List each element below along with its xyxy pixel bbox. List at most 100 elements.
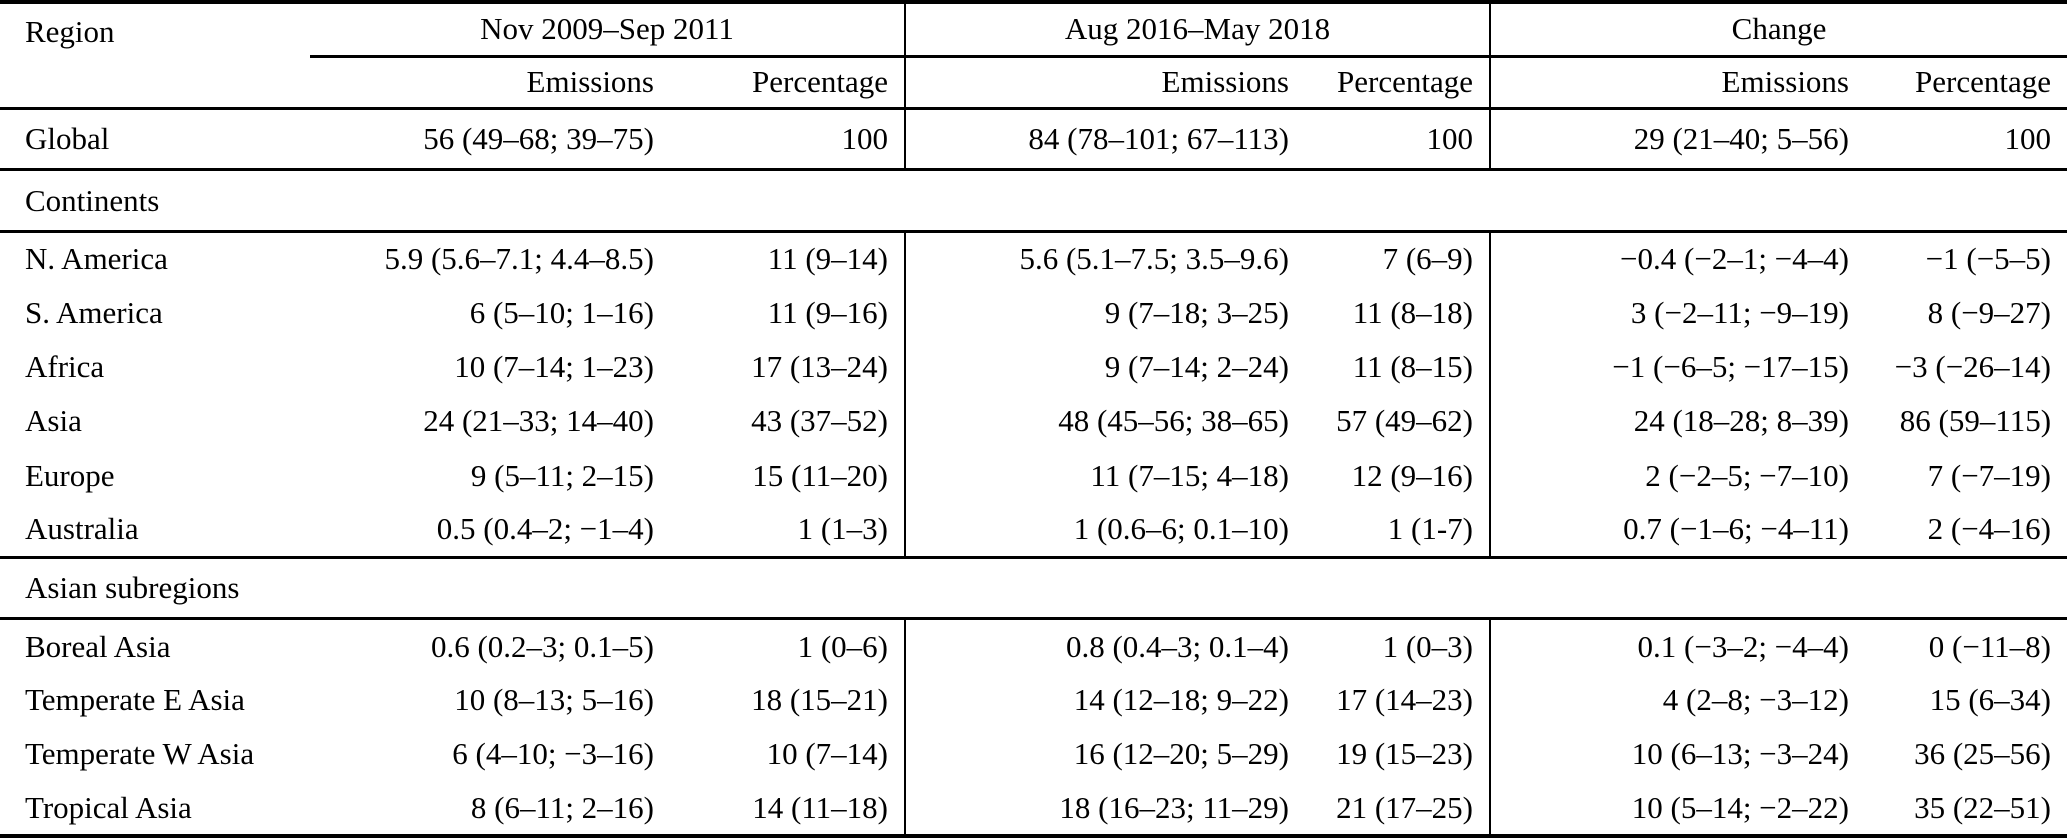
cell-percentage-3: 36 (25–56) bbox=[1914, 736, 2052, 772]
cell-percentage-3: 2 (−4–16) bbox=[1865, 502, 2067, 559]
row-label: Europe bbox=[25, 457, 115, 493]
section-label: Asian subregions bbox=[0, 557, 2067, 621]
cell-emissions-1: 5.9 (5.6–7.1; 4.4–8.5) bbox=[384, 241, 654, 277]
column-header-percentage-2: Percentage bbox=[1305, 56, 1490, 110]
cell-emissions-1: 0.6 (0.2–3; 0.1–5) bbox=[430, 628, 654, 664]
cell-emissions-1: 24 (21–33; 14–40) bbox=[423, 403, 654, 439]
column-header-emissions-1: Emissions bbox=[310, 56, 670, 110]
cell-emissions-1: 8 (6–11; 2–16) bbox=[470, 789, 654, 825]
row-label: Tropical Asia bbox=[25, 789, 192, 825]
cell-percentage-3: 100 bbox=[1865, 108, 2067, 172]
cell-percentage-3: 86 (59–115) bbox=[1899, 403, 2052, 439]
section-label: Continents bbox=[0, 169, 2067, 233]
table-row-temperate-e-asia: Temperate E Asia 10 (8–13; 5–16) 18 (15–… bbox=[0, 673, 2067, 728]
section-row-continents: Continents bbox=[0, 169, 2067, 233]
cell-emissions-2: 0.8 (0.4–3; 0.1–4) bbox=[904, 618, 1305, 674]
cell-percentage-3: 8 (−9–27) bbox=[1927, 294, 2052, 330]
cell-percentage-2: 17 (14–23) bbox=[1336, 682, 1473, 718]
column-header-region: Region bbox=[0, 2, 310, 110]
cell-percentage-2: 12 (9–16) bbox=[1351, 457, 1473, 493]
group-header-change: Change bbox=[1488, 2, 2067, 58]
row-label: Asia bbox=[25, 403, 82, 439]
cell-emissions-1: 10 (8–13; 5–16) bbox=[454, 682, 654, 718]
cell-emissions-3: 10 (5–14; −2–22) bbox=[1489, 781, 1865, 836]
table-row-n-america: N. America 5.9 (5.6–7.1; 4.4–8.5) 11 (9–… bbox=[0, 231, 2067, 286]
cell-emissions-1: 0.5 (0.4–2; −1–4) bbox=[310, 502, 670, 559]
cell-percentage-2: 21 (17–25) bbox=[1336, 789, 1473, 825]
cell-percentage-1: 100 bbox=[670, 108, 905, 172]
table-row-europe: Europe 9 (5–11; 2–15) 15 (11–20) 11 (7–1… bbox=[0, 448, 2067, 503]
cell-percentage-1: 11 (9–16) bbox=[767, 294, 888, 330]
cell-emissions-3: 24 (18–28; 8–39) bbox=[1489, 394, 1865, 449]
column-header-emissions-2: Emissions bbox=[904, 56, 1305, 110]
row-label: Temperate E Asia bbox=[25, 682, 245, 718]
table-row-asia: Asia 24 (21–33; 14–40) 43 (37–52) 48 (45… bbox=[0, 394, 2067, 449]
row-label: Africa bbox=[25, 349, 105, 385]
cell-emissions-3: −1 (−6–5; −17–15) bbox=[1489, 339, 1865, 395]
cell-emissions-1: 6 (5–10; 1–16) bbox=[469, 294, 654, 330]
header-row-groups: Region Nov 2009–Sep 2011 Aug 2016–May 20… bbox=[0, 2, 2067, 110]
cell-emissions-2: 18 (16–23; 11–29) bbox=[904, 781, 1305, 836]
cell-percentage-2: 57 (49–62) bbox=[1336, 403, 1473, 439]
cell-percentage-2: 100 bbox=[1305, 108, 1490, 172]
column-header-percentage-1: Percentage bbox=[670, 56, 905, 110]
cell-percentage-2: 1 (0–3) bbox=[1382, 628, 1473, 664]
cell-emissions-2: 16 (12–20; 5–29) bbox=[904, 727, 1305, 782]
row-label: S. America bbox=[25, 294, 163, 330]
cell-emissions-3: 2 (−2–5; −7–10) bbox=[1489, 448, 1865, 503]
cell-emissions-2: 1 (0.6–6; 0.1–10) bbox=[904, 502, 1305, 559]
row-label: Australia bbox=[0, 502, 310, 559]
cell-emissions-1: 6 (4–10; −3–16) bbox=[452, 736, 654, 772]
cell-percentage-2: 1 (1-7) bbox=[1305, 502, 1490, 559]
cell-percentage-3: −1 (−5–5) bbox=[1925, 241, 2052, 277]
cell-percentage-1: 1 (0–6) bbox=[797, 628, 888, 664]
cell-percentage-1: 10 (7–14) bbox=[766, 736, 888, 772]
cell-percentage-3: 0 (−11–8) bbox=[1928, 628, 2052, 664]
cell-emissions-1: 10 (7–14; 1–23) bbox=[454, 349, 654, 385]
column-header-percentage-3: Percentage bbox=[1865, 56, 2067, 110]
cell-emissions-1: 56 (49–68; 39–75) bbox=[310, 108, 670, 172]
table-row-boreal-asia: Boreal Asia 0.6 (0.2–3; 0.1–5) 1 (0–6) 0… bbox=[0, 618, 2067, 674]
cell-percentage-2: 7 (6–9) bbox=[1382, 241, 1473, 277]
cell-percentage-3: 15 (6–34) bbox=[1929, 682, 2052, 718]
cell-emissions-2: 14 (12–18; 9–22) bbox=[904, 673, 1305, 728]
cell-emissions-3: −0.4 (−2–1; −4–4) bbox=[1489, 231, 1865, 286]
cell-percentage-1: 18 (15–21) bbox=[751, 682, 888, 718]
cell-emissions-3: 0.1 (−3–2; −4–4) bbox=[1489, 618, 1865, 674]
cell-emissions-3: 0.7 (−1–6; −4–11) bbox=[1489, 502, 1865, 559]
cell-emissions-3: 29 (21–40; 5–56) bbox=[1489, 108, 1865, 172]
table-row-africa: Africa 10 (7–14; 1–23) 17 (13–24) 9 (7–1… bbox=[0, 339, 2067, 395]
cell-percentage-1: 11 (9–14) bbox=[767, 241, 888, 277]
group-header-period-2: Aug 2016–May 2018 bbox=[904, 2, 1490, 58]
cell-emissions-2: 5.6 (5.1–7.5; 3.5–9.6) bbox=[904, 231, 1305, 286]
section-row-asian-subregions: Asian subregions bbox=[0, 557, 2067, 621]
row-label: Global bbox=[0, 108, 310, 172]
cell-percentage-1: 14 (11–18) bbox=[752, 789, 888, 825]
cell-emissions-1: 9 (5–11; 2–15) bbox=[470, 457, 654, 493]
row-label: Boreal Asia bbox=[25, 628, 171, 664]
cell-emissions-2: 84 (78–101; 67–113) bbox=[904, 108, 1305, 172]
table-row-s-america: S. America 6 (5–10; 1–16) 11 (9–16) 9 (7… bbox=[0, 285, 2067, 340]
table-row-temperate-w-asia: Temperate W Asia 6 (4–10; −3–16) 10 (7–1… bbox=[0, 727, 2067, 782]
cell-percentage-1: 1 (1–3) bbox=[670, 502, 905, 559]
table-row-australia: Australia 0.5 (0.4–2; −1–4) 1 (1–3) 1 (0… bbox=[0, 502, 2067, 559]
cell-percentage-2: 11 (8–18) bbox=[1352, 294, 1473, 330]
table-row-global: Global 56 (49–68; 39–75) 100 84 (78–101;… bbox=[0, 108, 2067, 172]
cell-percentage-3: 7 (−7–19) bbox=[1927, 457, 2052, 493]
cell-emissions-3: 3 (−2–11; −9–19) bbox=[1489, 285, 1865, 340]
cell-emissions-3: 10 (6–13; −3–24) bbox=[1489, 727, 1865, 782]
cell-emissions-2: 48 (45–56; 38–65) bbox=[904, 394, 1305, 449]
cell-emissions-2: 9 (7–18; 3–25) bbox=[904, 285, 1305, 340]
cell-percentage-3: 35 (22–51) bbox=[1914, 789, 2052, 825]
cell-percentage-2: 11 (8–15) bbox=[1352, 349, 1473, 385]
cell-percentage-3: −3 (−26–14) bbox=[1894, 349, 2052, 385]
column-header-emissions-3: Emissions bbox=[1489, 56, 1865, 110]
cell-percentage-2: 19 (15–23) bbox=[1336, 736, 1473, 772]
cell-emissions-2: 11 (7–15; 4–18) bbox=[904, 448, 1305, 503]
header-row-subcolumns: Emissions Percentage Emissions Percentag… bbox=[0, 56, 2067, 110]
group-header-period-1: Nov 2009–Sep 2011 bbox=[310, 2, 905, 58]
cell-percentage-1: 17 (13–24) bbox=[751, 349, 888, 385]
cell-emissions-2: 9 (7–14; 2–24) bbox=[904, 339, 1305, 395]
